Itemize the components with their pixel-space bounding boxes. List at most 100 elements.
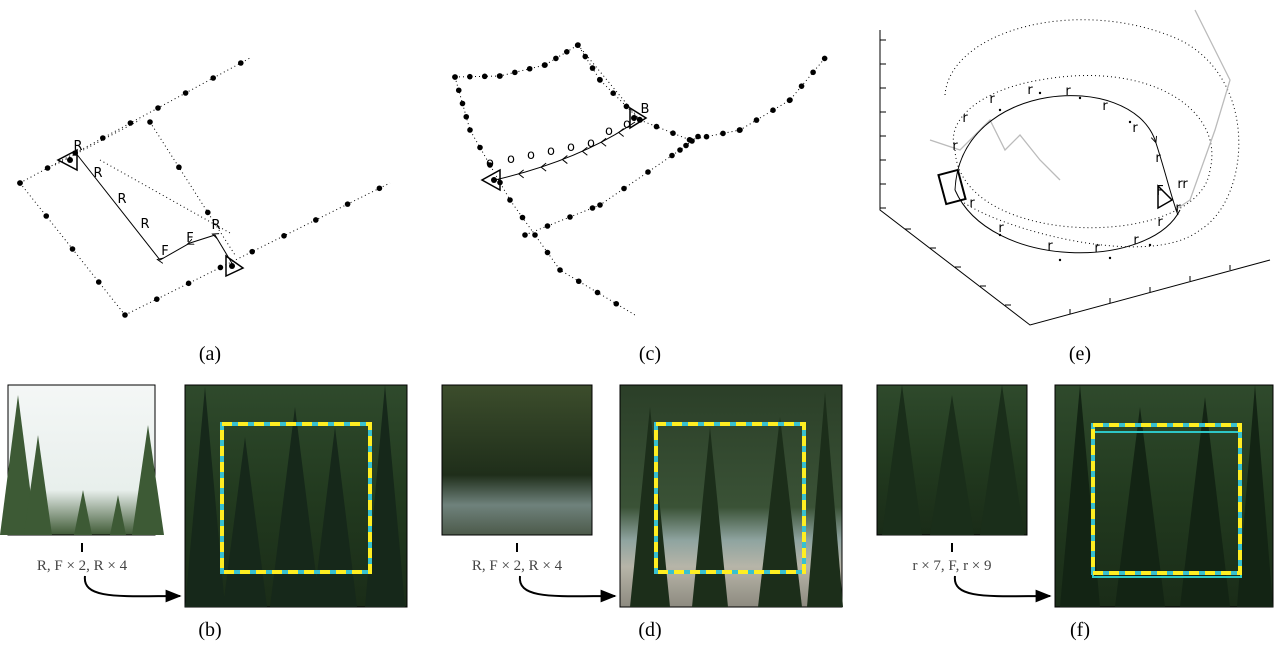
node — [491, 177, 497, 183]
node — [610, 90, 616, 96]
node — [249, 249, 255, 255]
node — [128, 120, 134, 126]
node — [482, 74, 488, 80]
path-label: r — [1133, 233, 1139, 248]
path-label: r — [1157, 215, 1163, 230]
transition-arrow — [85, 576, 180, 596]
node — [720, 131, 726, 137]
path-label: o — [527, 148, 535, 163]
waypoint — [1109, 257, 1111, 259]
node — [477, 145, 483, 151]
action-caption: r × 7, F, r × 9 — [912, 558, 991, 574]
waypoint — [1149, 244, 1151, 246]
path-label: r — [998, 221, 1004, 236]
path-label: R — [211, 218, 220, 233]
node — [631, 115, 637, 121]
node — [621, 186, 627, 192]
path-label: o — [547, 144, 555, 159]
path-label: r — [1155, 151, 1161, 166]
node — [695, 134, 701, 140]
arrowhead — [519, 170, 524, 178]
node — [507, 197, 513, 203]
node — [597, 77, 603, 83]
path-label: R — [117, 192, 126, 207]
path-label: o — [507, 152, 515, 167]
node — [460, 101, 466, 107]
node — [43, 213, 49, 219]
path-label: r — [952, 139, 958, 154]
node — [590, 205, 596, 211]
node — [553, 56, 559, 62]
path-label: r — [1027, 83, 1033, 98]
node — [205, 210, 211, 216]
path-label: r — [1094, 241, 1100, 256]
node — [456, 87, 462, 93]
arrowhead — [541, 163, 546, 171]
node — [218, 265, 224, 271]
node — [176, 164, 182, 170]
waypoint — [1059, 259, 1061, 261]
path-label: r — [1047, 239, 1053, 254]
path-label: o — [486, 156, 494, 171]
trajectory — [495, 122, 635, 180]
node — [183, 90, 189, 96]
dotted-path — [455, 77, 635, 315]
node — [100, 135, 106, 141]
path-label: F — [161, 244, 168, 259]
node — [155, 105, 161, 111]
node — [497, 73, 503, 79]
path-label: r — [969, 196, 975, 211]
path-label: F — [1156, 184, 1163, 199]
path-label: F — [186, 231, 193, 246]
path-label: R — [93, 166, 102, 181]
action-caption: R, F × 2, R × 4 — [472, 558, 563, 574]
node — [512, 70, 518, 76]
node — [770, 107, 776, 113]
node — [452, 74, 458, 80]
waypoint — [1129, 121, 1131, 123]
node — [467, 74, 473, 80]
photo — [442, 385, 592, 535]
node — [70, 246, 76, 252]
node — [787, 97, 793, 103]
dotted-path — [455, 45, 825, 140]
path-label: B — [641, 102, 650, 117]
node — [689, 138, 695, 144]
path-label: r — [1132, 121, 1138, 136]
node — [670, 130, 676, 136]
node — [597, 202, 603, 208]
diagrams: RRRRRFFBoooooooorrrrrrrrrrrrrrrrFr — [0, 10, 1273, 607]
node — [810, 69, 816, 75]
path-label: R — [140, 217, 149, 232]
node — [582, 54, 588, 60]
node — [645, 169, 651, 175]
node — [624, 104, 630, 110]
node — [557, 267, 563, 273]
node — [590, 65, 596, 71]
trajectory — [955, 96, 1178, 215]
panel-label: (c) — [639, 343, 661, 365]
panel-label: (e) — [1069, 343, 1091, 365]
panel-label: (b) — [198, 619, 221, 641]
path-label: o — [567, 140, 575, 155]
path-label: r — [1065, 84, 1071, 99]
photo — [877, 385, 1027, 535]
node — [822, 56, 828, 62]
node — [545, 223, 551, 229]
node — [654, 124, 660, 130]
panel-label: (f) — [1070, 619, 1090, 641]
node — [669, 153, 675, 159]
node — [154, 296, 160, 302]
node — [567, 214, 573, 220]
panel-label: (a) — [199, 343, 221, 365]
node — [238, 60, 244, 66]
node — [520, 215, 526, 221]
path-label: r — [1182, 177, 1188, 192]
node — [345, 201, 351, 207]
node — [467, 127, 473, 133]
node — [313, 217, 319, 223]
node — [377, 185, 383, 191]
waypoint — [1039, 92, 1041, 94]
node — [45, 165, 51, 171]
path-label: r — [1175, 201, 1181, 216]
